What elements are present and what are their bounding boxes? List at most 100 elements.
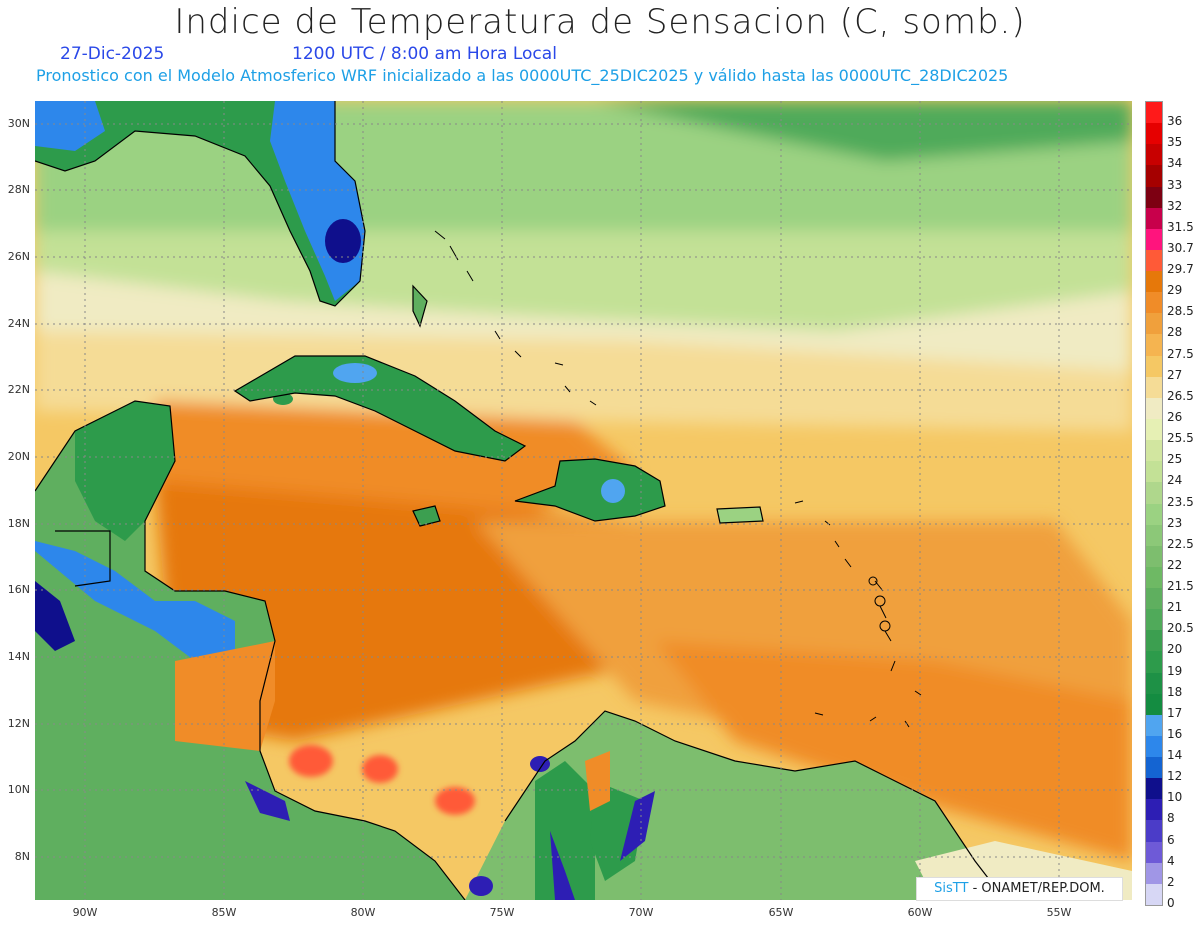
colorbar-swatch bbox=[1146, 503, 1162, 526]
colorbar-swatch bbox=[1146, 820, 1162, 843]
colorbar-label: 21.5 bbox=[1167, 579, 1194, 594]
temperature-map bbox=[35, 101, 1132, 900]
lon-label: 70W bbox=[628, 906, 654, 919]
colorbar-label: 0 bbox=[1167, 896, 1175, 910]
colorbar-label: 27 bbox=[1167, 367, 1183, 382]
colorbar-swatch bbox=[1146, 292, 1162, 314]
lat-label: 14N bbox=[7, 650, 30, 663]
graticule bbox=[35, 101, 1132, 900]
colorbar-label: 12 bbox=[1167, 769, 1183, 784]
lat-label: 30N bbox=[7, 117, 30, 130]
lat-label: 12N bbox=[7, 717, 30, 730]
lat-label: 20N bbox=[7, 450, 30, 463]
colorbar-swatch bbox=[1146, 397, 1162, 420]
colorbar-label: 36 bbox=[1167, 114, 1183, 129]
colorbar-label: 19 bbox=[1167, 663, 1183, 678]
colorbar-label: 33 bbox=[1167, 177, 1183, 192]
colorbar-swatch bbox=[1146, 735, 1162, 758]
colorbar-label: 16 bbox=[1167, 726, 1183, 741]
colorbar-swatch bbox=[1146, 165, 1162, 188]
colorbar-label: 26 bbox=[1167, 409, 1183, 424]
coastlines bbox=[35, 101, 1006, 900]
colorbar-label: 24 bbox=[1167, 473, 1183, 488]
colorbar-swatch bbox=[1146, 566, 1162, 589]
colorbar-label: 14 bbox=[1167, 748, 1183, 763]
lat-label: 26N bbox=[7, 250, 30, 263]
colorbar-label: 25 bbox=[1167, 452, 1183, 467]
lat-label: 22N bbox=[7, 383, 30, 396]
lon-label: 85W bbox=[211, 906, 237, 919]
colorbar-swatch bbox=[1146, 862, 1162, 885]
credit-text: - ONAMET/REP.DOM. bbox=[968, 881, 1105, 896]
lon-label: 90W bbox=[72, 906, 98, 919]
lon-label: 60W bbox=[907, 906, 933, 919]
colorbar-swatch bbox=[1146, 524, 1162, 547]
colorbar bbox=[1145, 101, 1163, 906]
colorbar-label: 17 bbox=[1167, 705, 1183, 720]
colorbar-swatch bbox=[1146, 207, 1162, 230]
colorbar-label: 22.5 bbox=[1167, 536, 1194, 551]
colorbar-swatch bbox=[1146, 714, 1162, 737]
lat-label: 16N bbox=[7, 583, 30, 596]
colorbar-label: 31.5 bbox=[1167, 219, 1194, 234]
colorbar-label: 34 bbox=[1167, 156, 1183, 171]
colorbar-swatch bbox=[1146, 313, 1162, 335]
colorbar-label: 4 bbox=[1167, 853, 1175, 868]
colorbar-label: 26.5 bbox=[1167, 388, 1194, 403]
colorbar-label: 30.7 bbox=[1167, 240, 1194, 255]
colorbar-swatch bbox=[1146, 228, 1162, 251]
colorbar-swatch bbox=[1146, 482, 1162, 504]
colorbar-label: 20.5 bbox=[1167, 621, 1194, 636]
colorbar-label: 29.7 bbox=[1167, 262, 1194, 277]
colorbar-label: 21 bbox=[1167, 600, 1183, 615]
colorbar-label: 27.5 bbox=[1167, 346, 1194, 361]
colorbar-swatch bbox=[1146, 249, 1162, 272]
colorbar-swatch bbox=[1146, 841, 1162, 864]
colorbar-swatch bbox=[1146, 672, 1162, 695]
colorbar-label: 2 bbox=[1167, 874, 1175, 889]
sistt-logo: SisTT bbox=[934, 881, 969, 896]
colorbar-swatch bbox=[1146, 588, 1162, 610]
lon-label: 65W bbox=[768, 906, 794, 919]
colorbar-label: 23.5 bbox=[1167, 494, 1194, 509]
forecast-subtitle: Pronostico con el Modelo Atmosferico WRF… bbox=[36, 66, 1009, 85]
colorbar-swatch bbox=[1146, 461, 1162, 483]
colorbar-swatch bbox=[1146, 334, 1162, 357]
credit-box: SisTT - ONAMET/REP.DOM. bbox=[916, 877, 1123, 901]
colorbar-swatch bbox=[1146, 271, 1162, 293]
colorbar-swatch bbox=[1146, 186, 1162, 209]
lat-label: 18N bbox=[7, 517, 30, 530]
colorbar-swatch bbox=[1146, 609, 1162, 631]
colorbar-label: 18 bbox=[1167, 684, 1183, 699]
colorbar-swatch bbox=[1146, 376, 1162, 399]
colorbar-swatch bbox=[1146, 102, 1162, 124]
colorbar-swatch bbox=[1146, 757, 1162, 779]
colorbar-label: 28 bbox=[1167, 325, 1183, 340]
colorbar-label: 10 bbox=[1167, 790, 1183, 805]
colorbar-swatch bbox=[1146, 355, 1162, 378]
colorbar-label: 20 bbox=[1167, 642, 1183, 657]
forecast-time: 1200 UTC / 8:00 am Hora Local bbox=[292, 44, 557, 64]
colorbar-swatch bbox=[1146, 630, 1162, 652]
colorbar-swatch bbox=[1146, 693, 1162, 716]
lat-label: 28N bbox=[7, 183, 30, 196]
colorbar-swatch bbox=[1146, 799, 1162, 821]
colorbar-swatch bbox=[1146, 440, 1162, 462]
colorbar-label: 22 bbox=[1167, 557, 1183, 572]
colorbar-label: 6 bbox=[1167, 832, 1175, 847]
lon-label: 75W bbox=[489, 906, 515, 919]
colorbar-label: 35 bbox=[1167, 135, 1183, 150]
colorbar-swatch bbox=[1146, 778, 1162, 800]
colorbar-label: 25.5 bbox=[1167, 431, 1194, 446]
colorbar-label: 8 bbox=[1167, 811, 1175, 826]
colorbar-swatch bbox=[1146, 418, 1162, 441]
colorbar-label: 32 bbox=[1167, 198, 1183, 213]
colorbar-swatch bbox=[1146, 651, 1162, 674]
lon-label: 55W bbox=[1046, 906, 1072, 919]
colorbar-label: 28.5 bbox=[1167, 304, 1194, 319]
map-title: Indice de Temperatura de Sensacion (C, s… bbox=[174, 2, 1026, 42]
land-masses bbox=[35, 101, 1132, 900]
colorbar-swatch bbox=[1146, 545, 1162, 568]
colorbar-swatch bbox=[1146, 123, 1162, 145]
colorbar-swatch bbox=[1146, 144, 1162, 166]
